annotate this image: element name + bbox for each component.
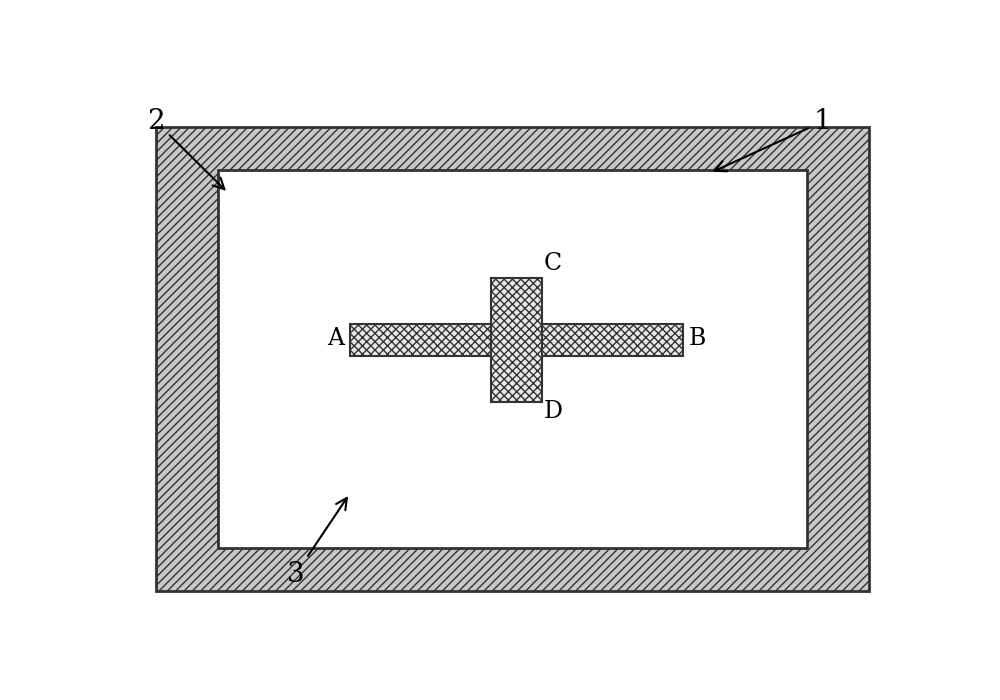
Bar (156, 127, 869, 591)
Text: C: C (544, 252, 562, 275)
Bar (491, 278, 542, 402)
Text: 1: 1 (715, 108, 831, 172)
Text: D: D (544, 400, 562, 424)
Bar (218, 170, 807, 547)
Text: A: A (327, 327, 344, 350)
Text: 3: 3 (287, 498, 347, 588)
Text: B: B (688, 327, 706, 350)
Bar (350, 324, 683, 356)
Text: 2: 2 (147, 108, 224, 189)
